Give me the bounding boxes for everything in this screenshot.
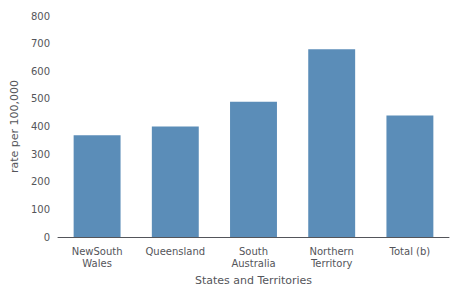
svg-text:500: 500 [31,93,50,104]
svg-text:100: 100 [31,204,50,215]
svg-text:600: 600 [31,66,50,77]
svg-text:200: 200 [31,176,50,187]
svg-text:Northern: Northern [309,246,353,257]
svg-text:Territory: Territory [310,258,353,269]
svg-text:South: South [239,246,268,257]
svg-text:700: 700 [31,38,50,49]
svg-text:rate per 100,000: rate per 100,000 [8,80,21,173]
svg-text:400: 400 [31,121,50,132]
svg-text:States and Territories: States and Territories [195,274,312,287]
svg-text:300: 300 [31,149,50,160]
svg-text:Wales: Wales [82,258,112,269]
svg-text:800: 800 [31,11,50,22]
svg-text:0: 0 [44,232,50,243]
svg-text:NewSouth: NewSouth [72,246,123,257]
svg-text:Total (b): Total (b) [389,246,431,257]
svg-text:Australia: Australia [231,258,275,269]
svg-text:Queensland: Queensland [145,246,205,257]
